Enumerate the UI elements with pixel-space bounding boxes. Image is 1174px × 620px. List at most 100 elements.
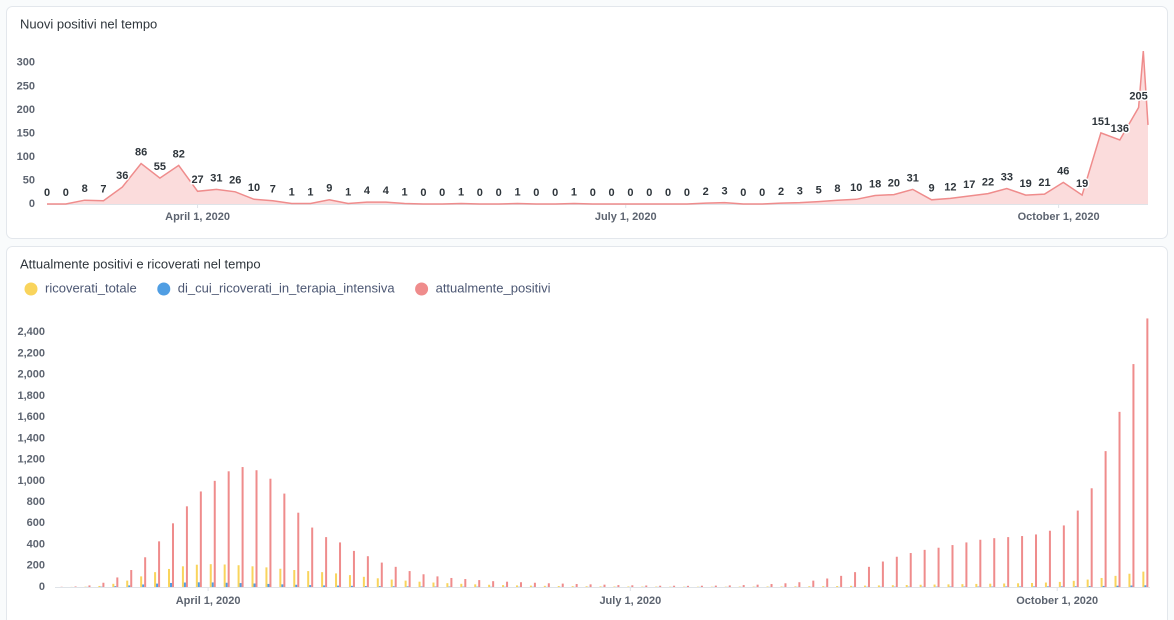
bar bbox=[323, 585, 326, 587]
bar bbox=[1005, 586, 1008, 587]
bar bbox=[519, 582, 522, 587]
bar bbox=[171, 523, 174, 587]
bar bbox=[627, 586, 630, 587]
data-label: 33 bbox=[1001, 171, 1013, 183]
bar bbox=[404, 580, 407, 587]
x-tick-label: July 1, 2020 bbox=[595, 211, 657, 223]
data-label: 36 bbox=[116, 170, 128, 182]
data-label: 1 bbox=[514, 186, 520, 198]
y-tick-label: 1,600 bbox=[17, 411, 45, 423]
bar bbox=[460, 583, 463, 587]
data-label: 10 bbox=[850, 182, 862, 194]
bar bbox=[714, 585, 717, 587]
data-label: 0 bbox=[665, 187, 671, 199]
bar bbox=[1086, 579, 1089, 587]
bar bbox=[364, 586, 367, 587]
bar bbox=[533, 582, 536, 587]
data-label: 31 bbox=[210, 172, 222, 184]
bar bbox=[281, 584, 284, 587]
bar bbox=[881, 561, 884, 587]
bar bbox=[390, 579, 393, 587]
bar bbox=[877, 585, 880, 587]
data-label: 19 bbox=[1076, 178, 1088, 190]
bar bbox=[144, 557, 147, 587]
bar bbox=[993, 538, 996, 587]
bar bbox=[561, 583, 564, 587]
bar bbox=[687, 585, 690, 587]
bar bbox=[167, 568, 170, 587]
data-label: 1 bbox=[571, 186, 577, 198]
bar bbox=[450, 577, 453, 587]
bar bbox=[645, 585, 648, 587]
data-label: 0 bbox=[44, 187, 50, 199]
bar bbox=[116, 577, 119, 587]
data-label: 0 bbox=[684, 187, 690, 199]
bar bbox=[603, 584, 606, 587]
bar bbox=[1046, 586, 1049, 587]
legend-swatch bbox=[157, 282, 171, 296]
bar bbox=[1007, 537, 1010, 587]
bar bbox=[867, 566, 870, 587]
y-tick-label: 2,000 bbox=[17, 369, 45, 381]
data-label: 0 bbox=[646, 187, 652, 199]
bar bbox=[295, 584, 298, 587]
bar bbox=[366, 556, 369, 587]
bar bbox=[251, 566, 254, 587]
bar bbox=[432, 582, 435, 587]
data-label: 1 bbox=[289, 186, 295, 198]
bar bbox=[325, 537, 328, 587]
data-label: 0 bbox=[759, 187, 765, 199]
data-label: 46 bbox=[1057, 165, 1069, 177]
bar bbox=[128, 585, 131, 587]
bar bbox=[1048, 530, 1051, 587]
bar bbox=[241, 467, 244, 587]
bar bbox=[961, 584, 964, 587]
y-tick-label: 800 bbox=[27, 496, 45, 508]
bar bbox=[321, 572, 324, 587]
data-label: 9 bbox=[326, 183, 332, 195]
data-label: 0 bbox=[609, 187, 615, 199]
bar bbox=[102, 582, 105, 587]
data-label: 0 bbox=[63, 187, 69, 199]
data-label: 19 bbox=[1020, 178, 1032, 190]
data-label: 0 bbox=[740, 187, 746, 199]
bar bbox=[1060, 586, 1063, 587]
bar bbox=[211, 582, 214, 587]
bar bbox=[380, 562, 383, 587]
y-tick-label: 150 bbox=[17, 127, 35, 139]
bar bbox=[339, 542, 342, 587]
bar bbox=[406, 586, 409, 587]
bar bbox=[1035, 534, 1038, 587]
data-label: 3 bbox=[721, 185, 727, 197]
bar bbox=[1116, 585, 1119, 587]
bar bbox=[213, 480, 216, 587]
bar bbox=[923, 549, 926, 587]
bar bbox=[613, 586, 616, 587]
data-label: 1 bbox=[345, 186, 351, 198]
bar bbox=[659, 585, 662, 587]
bar bbox=[766, 586, 769, 587]
bar bbox=[589, 584, 592, 587]
bar bbox=[599, 586, 602, 587]
data-label: 1 bbox=[402, 186, 408, 198]
bar bbox=[126, 580, 129, 587]
bar bbox=[840, 575, 843, 587]
y-tick-label: 600 bbox=[27, 517, 45, 529]
bar bbox=[585, 586, 588, 587]
bar bbox=[420, 586, 423, 587]
bar bbox=[350, 585, 353, 587]
bar bbox=[209, 564, 212, 587]
data-label: 7 bbox=[100, 184, 106, 196]
bar bbox=[1017, 583, 1020, 587]
data-label: 9 bbox=[929, 183, 935, 195]
data-label: 82 bbox=[173, 148, 185, 160]
bar bbox=[154, 572, 157, 587]
bar bbox=[905, 584, 908, 587]
bar bbox=[1090, 488, 1093, 587]
data-label: 12 bbox=[944, 181, 956, 193]
bar bbox=[854, 572, 857, 587]
bar bbox=[1058, 581, 1061, 587]
bar bbox=[728, 585, 731, 587]
bar bbox=[919, 584, 922, 587]
bar bbox=[1132, 364, 1135, 587]
